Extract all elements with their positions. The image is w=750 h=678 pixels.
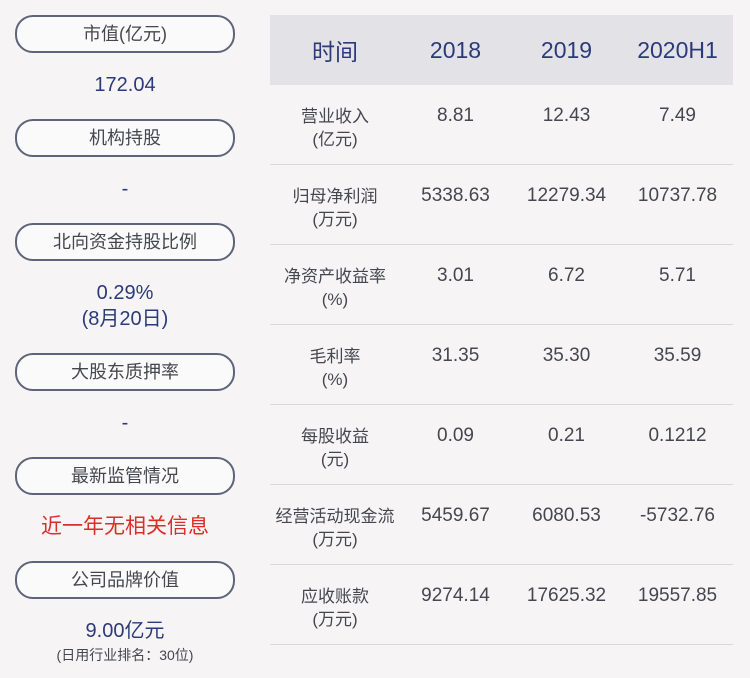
table-row: 营业收入 (亿元) 8.81 12.43 7.49 <box>270 85 733 165</box>
row-label: 净资产收益率 (%) <box>270 265 400 311</box>
institution-holding-value: - <box>121 178 129 200</box>
brand-value: 9.00亿元 <box>85 620 165 642</box>
metric-unit: (万元) <box>312 610 358 629</box>
table-cell: 17625.32 <box>526 585 607 606</box>
metric-unit: (%) <box>321 370 349 389</box>
metric-name: 毛利率 <box>309 347 361 366</box>
header-period: 时间 <box>312 39 358 65</box>
pledge-ratio-value: - <box>121 412 129 434</box>
row-label: 每股收益 (元) <box>270 425 400 471</box>
northbound-holding-label: 北向资金持股比例 <box>15 223 235 261</box>
table-cell: 0.09 <box>437 425 474 446</box>
table-cell: 6080.53 <box>532 505 601 526</box>
market-cap-value: 172.04 <box>94 74 156 96</box>
row-label: 归母净利润 (万元) <box>270 185 400 231</box>
table-cell: 0.1212 <box>648 425 707 446</box>
table-cell: 5338.63 <box>421 185 490 206</box>
row-label: 经营活动现金流 (万元) <box>270 505 400 551</box>
pledge-ratio-label: 大股东质押率 <box>15 353 235 391</box>
metric-unit: (元) <box>320 450 350 469</box>
northbound-holding-date: (8月20日) <box>81 308 169 330</box>
table-row: 净资产收益率 (%) 3.01 6.72 5.71 <box>270 245 733 325</box>
metric-unit: (万元) <box>312 530 358 549</box>
metric-name: 每股收益 <box>301 427 369 446</box>
table-cell: 0.21 <box>548 425 585 446</box>
row-label: 营业收入 (亿元) <box>270 105 400 151</box>
table-cell: 7.49 <box>659 105 696 126</box>
header-year: 2019 <box>540 36 593 63</box>
table-row: 每股收益 (元) 0.09 0.21 0.1212 <box>270 405 733 485</box>
brand-value-label: 公司品牌价值 <box>15 561 235 599</box>
table-cell: 3.01 <box>437 265 474 286</box>
table-row: 归母净利润 (万元) 5338.63 12279.34 10737.78 <box>270 165 733 245</box>
institution-holding-label: 机构持股 <box>15 119 235 157</box>
table-cell: 5459.67 <box>421 505 490 526</box>
table-cell: -5732.76 <box>639 505 715 526</box>
header-year: 2020H1 <box>637 36 718 63</box>
table-cell: 12279.34 <box>526 185 607 206</box>
table-cell: 31.35 <box>431 345 480 366</box>
table-cell: 35.30 <box>542 345 591 366</box>
table-cell: 19557.85 <box>637 585 718 606</box>
regulation-label: 最新监管情况 <box>15 457 235 495</box>
table-cell: 35.59 <box>653 345 702 366</box>
metric-name: 应收账款 <box>301 587 369 606</box>
metric-unit: (万元) <box>312 210 358 229</box>
table-cell: 6.72 <box>548 265 585 286</box>
metric-name: 经营活动现金流 <box>275 507 395 526</box>
header-year: 2018 <box>429 36 482 63</box>
table-cell: 5.71 <box>659 265 696 286</box>
table-header: 时间 2018 2019 2020H1 <box>270 15 733 85</box>
metric-unit: (%) <box>321 290 349 309</box>
table-cell: 9274.14 <box>421 585 490 606</box>
table-cell: 12.43 <box>542 105 591 126</box>
metric-unit: (亿元) <box>312 130 358 149</box>
table-row: 经营活动现金流 (万元) 5459.67 6080.53 -5732.76 <box>270 485 733 565</box>
metric-name: 营业收入 <box>301 107 369 126</box>
regulation-value: 近一年无相关信息 <box>41 515 209 538</box>
metric-name: 净资产收益率 <box>284 267 386 286</box>
market-cap-label: 市值(亿元) <box>15 15 235 53</box>
brand-rank-note: (日用行业排名：30位) <box>56 647 194 663</box>
row-label: 毛利率 (%) <box>270 345 400 391</box>
northbound-holding-value: 0.29% <box>96 282 154 304</box>
table-cell: 10737.78 <box>637 185 718 206</box>
table-row: 毛利率 (%) 31.35 35.30 35.59 <box>270 325 733 405</box>
table-cell: 8.81 <box>437 105 474 126</box>
row-label: 应收账款 (万元) <box>270 585 400 631</box>
financial-table: 时间 2018 2019 2020H1 营业收入 (亿元) 8.81 12.43… <box>270 15 733 645</box>
metric-name: 归母净利润 <box>292 187 378 206</box>
table-row: 应收账款 (万元) 9274.14 17625.32 19557.85 <box>270 565 733 645</box>
